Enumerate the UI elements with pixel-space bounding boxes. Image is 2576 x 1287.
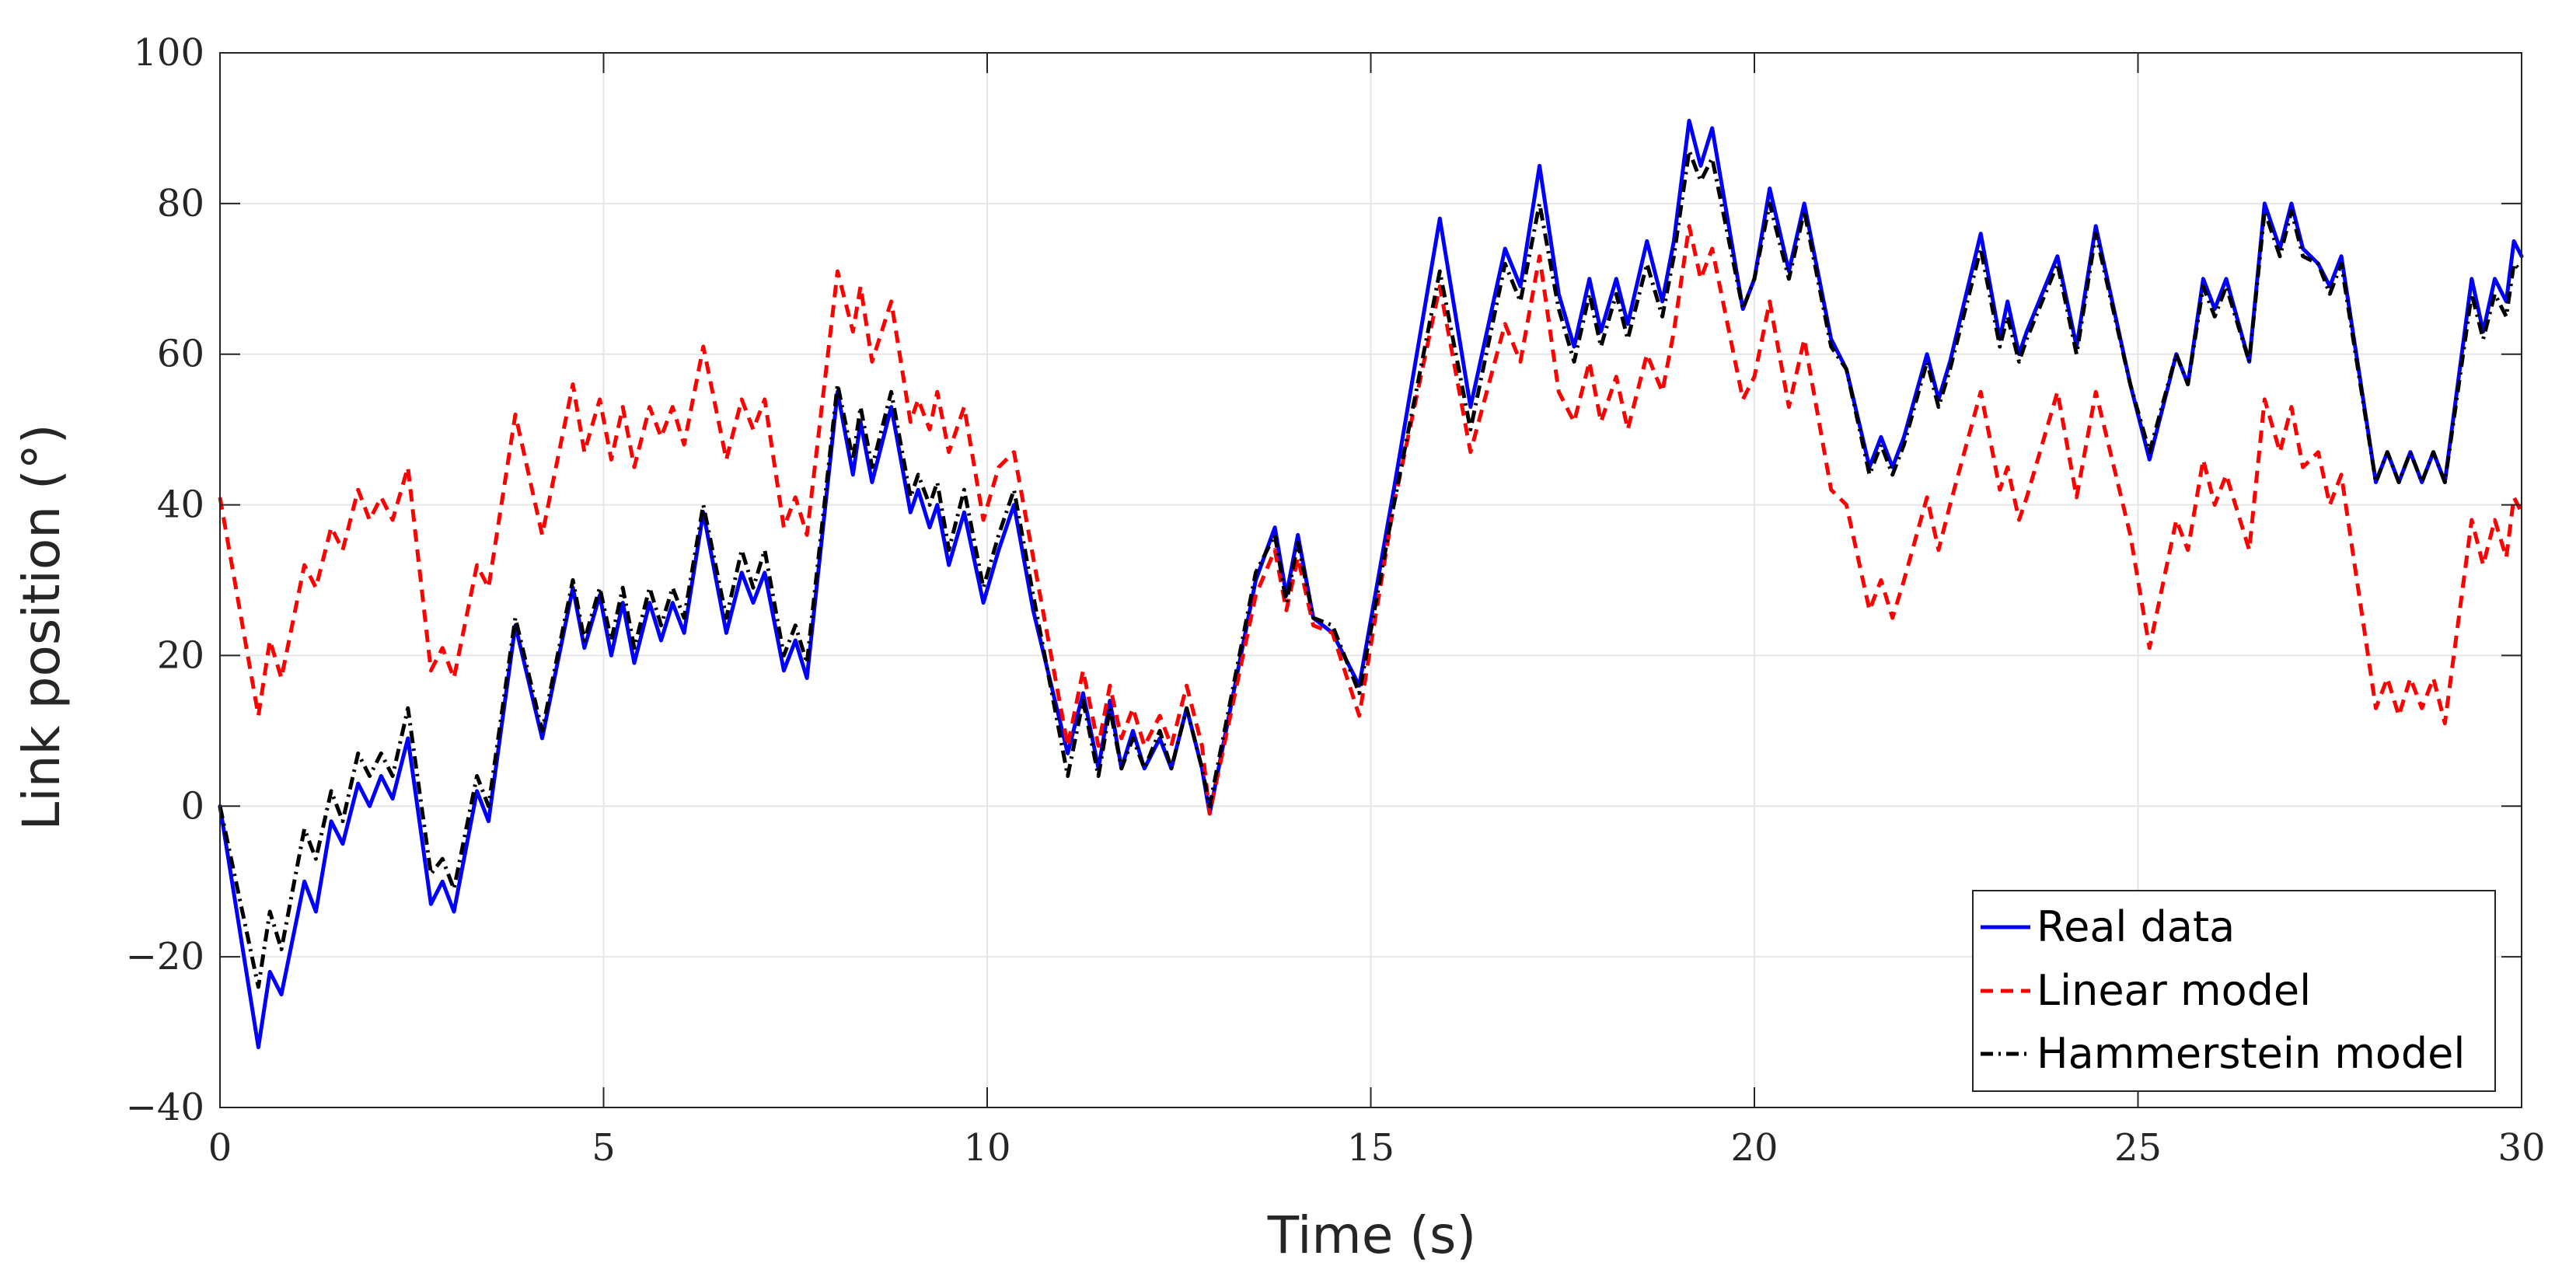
legend-box — [1972, 890, 2496, 1092]
x-tick-label: 15 — [1347, 1126, 1394, 1170]
y-axis-label: Link position (°) — [12, 424, 72, 830]
y-tick-label: 0 — [180, 784, 204, 828]
x-tick-label: 20 — [1730, 1126, 1778, 1170]
y-tick-labels: −40 −20 0 20 40 60 80 100 — [126, 31, 204, 1129]
x-tick-label: 30 — [2497, 1126, 2545, 1170]
y-tick-label: 40 — [157, 483, 204, 527]
legend: Real data Linear model Hammerstein model — [1972, 890, 2496, 1092]
x-tick-label: 10 — [963, 1126, 1011, 1170]
y-tick-label: 20 — [157, 633, 204, 677]
legend-label-linear-model: Linear model — [2037, 966, 2311, 1015]
y-tick-label: 80 — [157, 182, 204, 225]
x-tick-label: 0 — [208, 1126, 232, 1170]
x-tick-labels: 0 5 10 15 20 25 30 — [208, 1126, 2546, 1170]
y-tick-label: −40 — [126, 1086, 204, 1129]
x-tick-label: 5 — [592, 1126, 616, 1170]
x-tick-label: 25 — [2114, 1126, 2162, 1170]
series-line-hammerstein-model — [218, 148, 2523, 989]
grid — [219, 52, 2522, 1108]
series-lines — [218, 118, 2524, 1049]
axes — [219, 52, 2522, 1108]
legend-label-hammerstein-model: Hammerstein model — [2037, 1029, 2465, 1078]
series-line-linear-model — [218, 224, 2524, 816]
y-tick-label: 60 — [157, 333, 204, 376]
y-tick-label: 100 — [133, 31, 204, 75]
x-axis-label: Time (s) — [1267, 1205, 1476, 1265]
legend-label-real-data: Real data — [2037, 902, 2235, 951]
y-tick-label: −20 — [126, 935, 204, 978]
